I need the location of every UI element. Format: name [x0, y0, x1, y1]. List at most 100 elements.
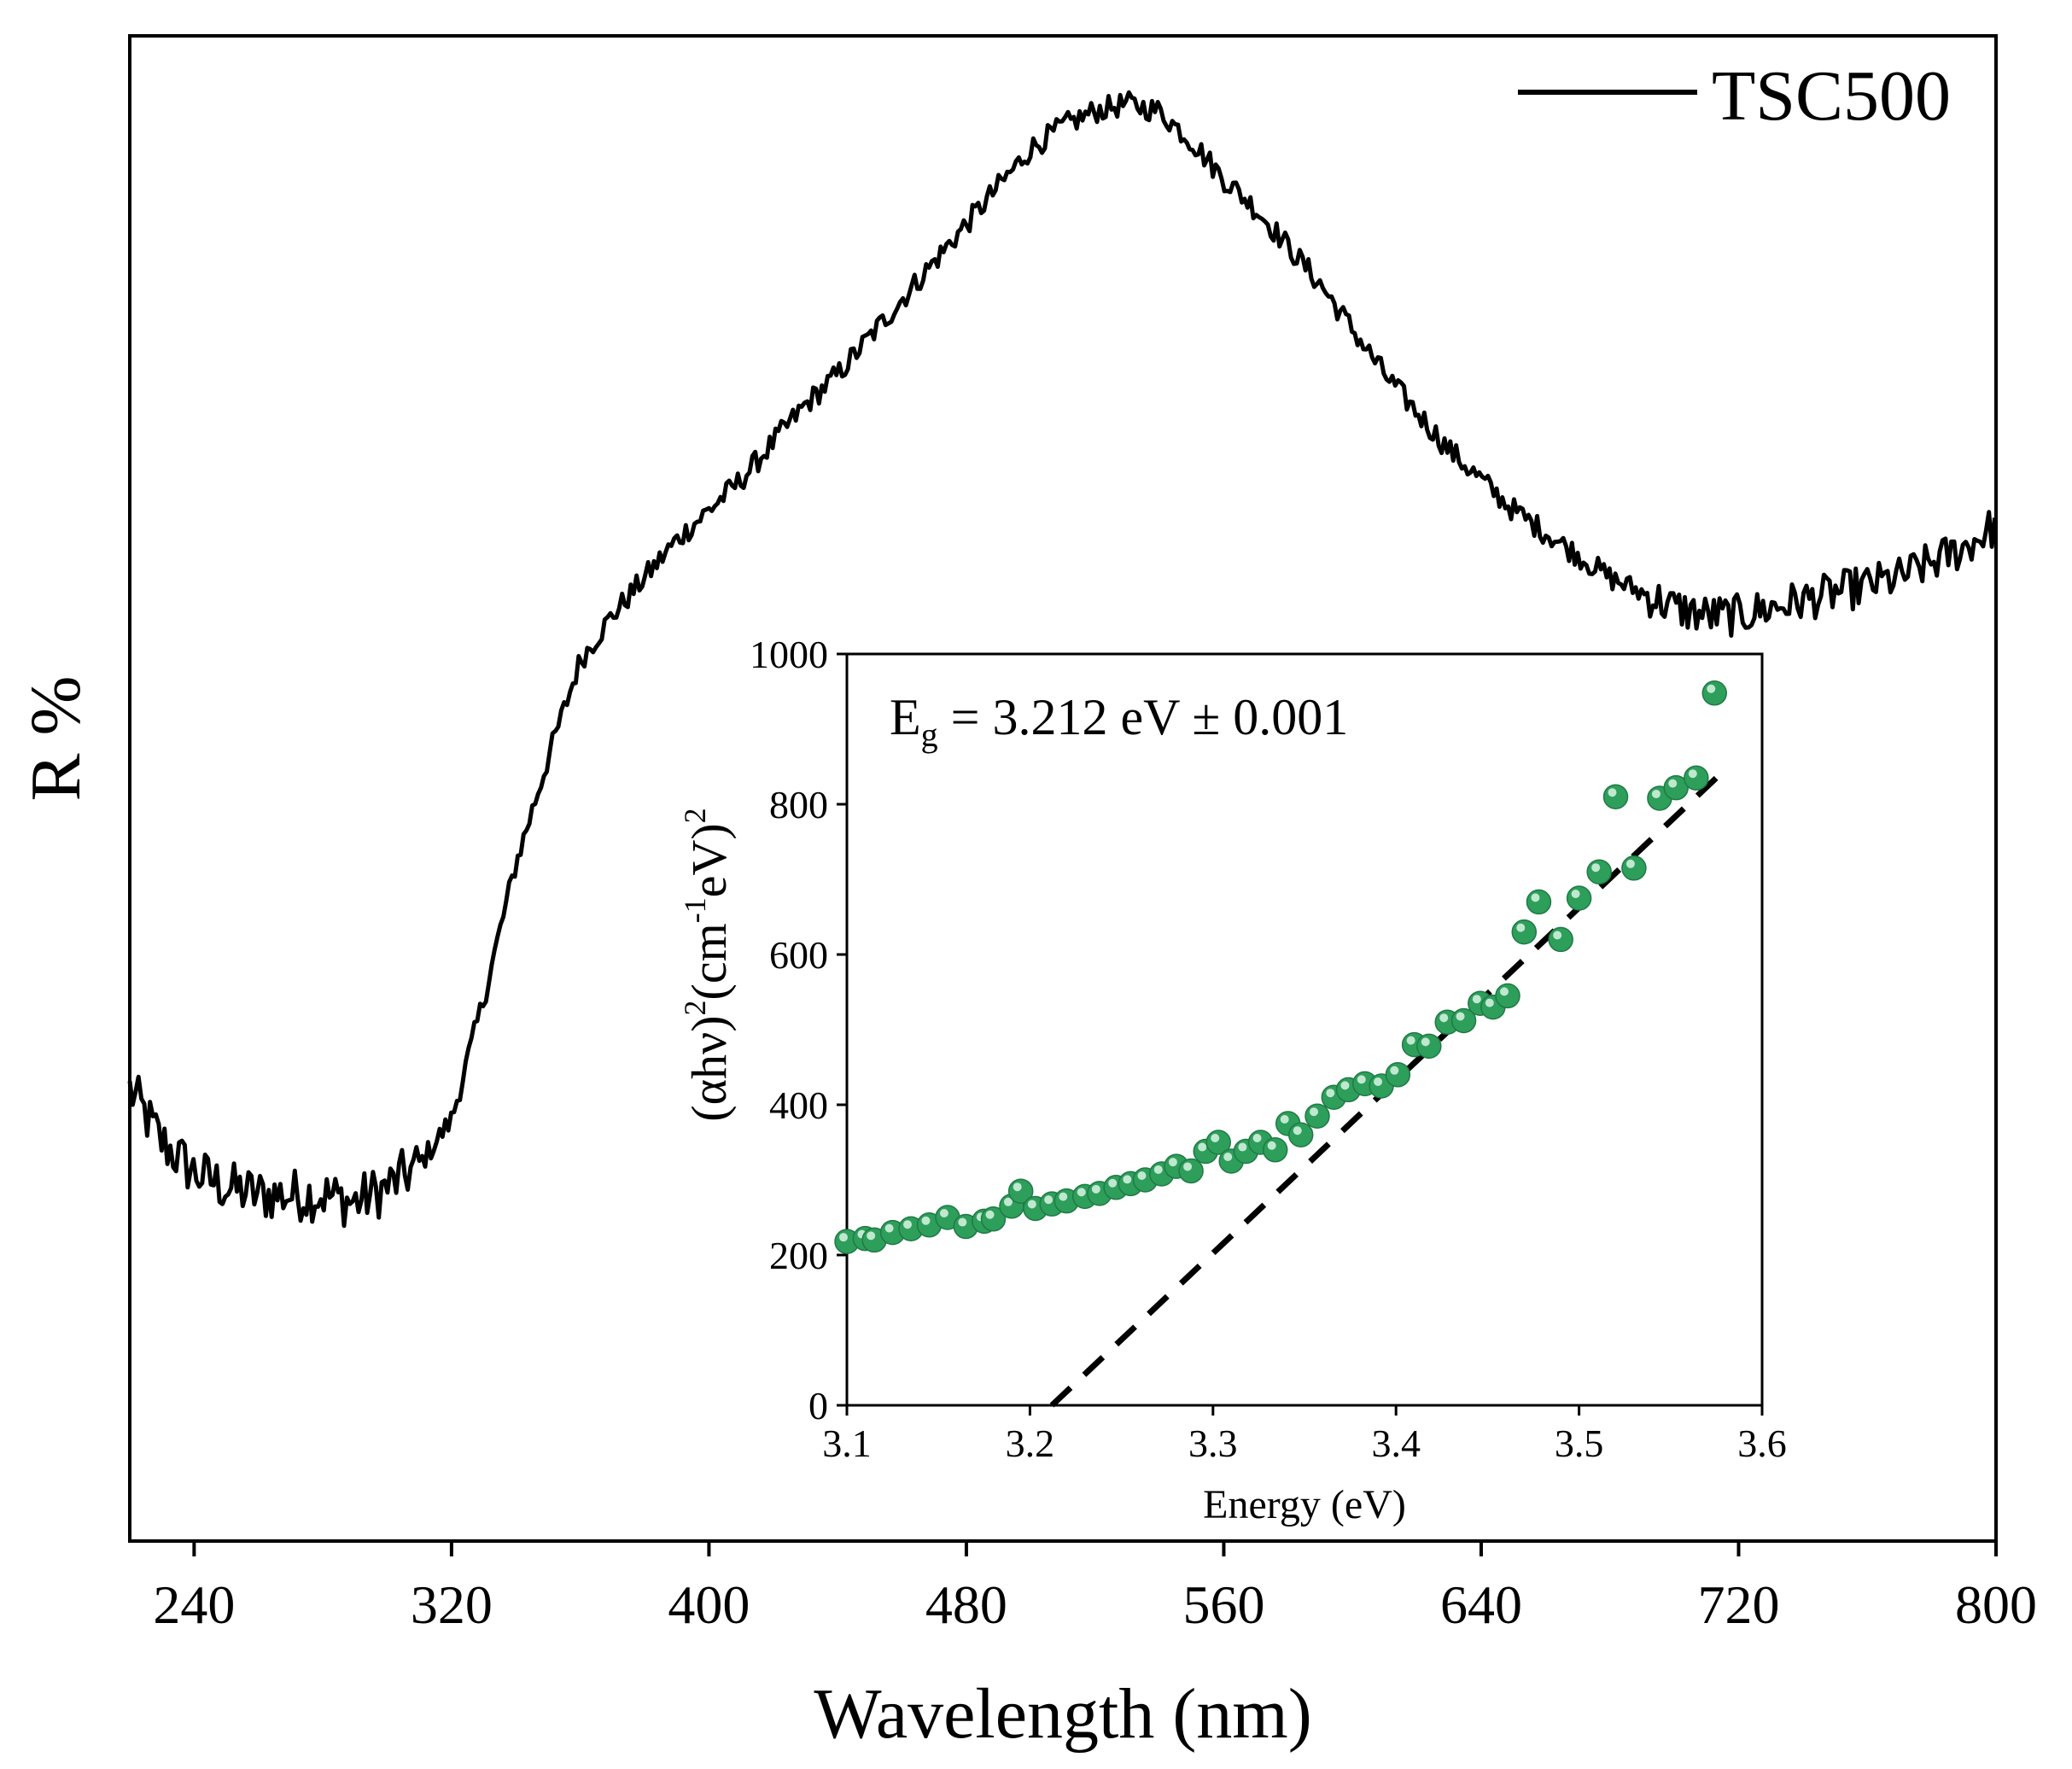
inset-point-30: [1287, 1122, 1314, 1147]
inset-point-45: [1526, 889, 1552, 915]
inset-point-highlight-32: [1326, 1089, 1335, 1098]
inset-point-highlight-25: [1223, 1153, 1233, 1161]
bandgap-annotation-rest: = 3.212 eV ± 0.001: [938, 689, 1349, 745]
inset-y-tick-label-4: 800: [769, 783, 828, 826]
inset-ylabel-b: 2: [678, 1000, 712, 1015]
inset-point-highlight-18: [1123, 1175, 1132, 1184]
inset-point-highlight-42: [1485, 998, 1494, 1007]
inset-point-46: [1548, 926, 1573, 953]
inset-point-highlight-38: [1421, 1037, 1430, 1047]
inset-point-49: [1602, 784, 1629, 809]
inset-ylabel-e: eV): [681, 823, 737, 897]
inset-point-highlight-46: [1553, 931, 1562, 940]
inset-point-28: [1262, 1137, 1288, 1163]
main-x-tick-label-6: 720: [1697, 1574, 1779, 1635]
inset-point-highlight-11: [1013, 1182, 1022, 1192]
inset-ylabel-c: (cm: [681, 923, 737, 1000]
inset-point-54: [1701, 680, 1728, 706]
bandgap-annotation-e: E: [890, 689, 921, 745]
inset-point-highlight-23: [1198, 1142, 1207, 1152]
inset-point-highlight-37: [1406, 1036, 1415, 1045]
inset-point-highlight-12: [1027, 1200, 1036, 1209]
inset-point-highlight-49: [1608, 788, 1617, 797]
inset-point-50: [1621, 855, 1647, 881]
inset-point-53: [1684, 765, 1709, 791]
inset-point-highlight-45: [1531, 893, 1540, 902]
inset-point-highlight-29: [1280, 1115, 1289, 1124]
inset-point-highlight-19: [1137, 1171, 1147, 1180]
inset-point-highlight-0: [839, 1233, 848, 1242]
inset-point-43: [1495, 983, 1520, 1009]
inset-point-highlight-17: [1108, 1178, 1118, 1188]
inset-point-highlight-47: [1571, 890, 1580, 898]
main-x-axis-title: Wavelength (nm): [814, 1674, 1311, 1754]
inset-ylabel-a: (αhν): [681, 1015, 737, 1121]
main-chart: 240 320 400 480 560 640 720 800 Wavelength (nm)…: [16, 34, 2037, 1754]
inset-point-highlight-48: [1591, 863, 1601, 873]
inset-x-tick-label-4: 3.5: [1555, 1422, 1604, 1465]
inset-point-highlight-43: [1499, 987, 1509, 996]
legend-label-tsc500: TSC500: [1712, 56, 1951, 136]
inset-point-highlight-6: [939, 1209, 948, 1217]
main-plot-frame: [128, 34, 1998, 1543]
inset-y-tick-label-3: 600: [769, 933, 828, 977]
inset-y-tick-label-1: 200: [769, 1234, 828, 1277]
inset-point-highlight-2: [867, 1231, 876, 1241]
inset-point-highlight-24: [1211, 1134, 1220, 1142]
inset-point-highlight-21: [1168, 1158, 1177, 1167]
inset-point-44: [1511, 919, 1538, 945]
main-y-axis-title: R %: [16, 676, 96, 802]
inset-x-ticks: 3.1 3.2 3.3 3.4 3.5 3.6: [822, 1405, 1787, 1465]
inset-point-highlight-33: [1340, 1081, 1350, 1090]
inset-x-tick-label-0: 3.1: [822, 1422, 872, 1465]
inset-point-36: [1385, 1062, 1411, 1088]
bandgap-annotation-sub: g: [921, 715, 938, 754]
legend: TSC500: [1518, 56, 1951, 136]
inset-point-47: [1566, 885, 1592, 911]
inset-point-48: [1586, 859, 1612, 884]
inset-point-highlight-44: [1516, 923, 1526, 932]
inset-point-highlight-14: [1059, 1192, 1068, 1201]
inset-point-highlight-13: [1044, 1195, 1054, 1205]
inset-ylabel-d: -1: [678, 897, 712, 923]
inset-point-highlight-10: [1003, 1197, 1013, 1206]
inset-ylabel-f: 2: [678, 808, 712, 823]
inset-point-highlight-41: [1472, 995, 1481, 1004]
inset-point-highlight-28: [1267, 1141, 1276, 1150]
main-x-ticks: 240 320 400 480 560 640 720 800: [153, 1541, 2037, 1635]
inset-point-highlight-39: [1439, 1013, 1449, 1023]
inset-x-tick-label-3: 3.4: [1371, 1422, 1421, 1465]
inset-x-tick-label-5: 3.6: [1737, 1422, 1787, 1465]
inset-point-22: [1178, 1158, 1204, 1184]
inset-point-38: [1416, 1033, 1442, 1060]
main-x-tick-label-0: 240: [153, 1574, 235, 1635]
inset-point-highlight-30: [1293, 1126, 1302, 1136]
inset-x-tick-label-2: 3.3: [1188, 1422, 1238, 1465]
inset-y-tick-label-2: 400: [769, 1083, 828, 1127]
inset-point-highlight-27: [1252, 1134, 1262, 1142]
inset-point-highlight-22: [1183, 1162, 1193, 1171]
bandgap-annotation: Eg = 3.212 eV ± 0.001: [890, 689, 1348, 754]
inset-point-highlight-34: [1357, 1075, 1366, 1084]
inset-y-ticks: 0 200 400 600 800 1000: [750, 633, 847, 1427]
inset-point-highlight-5: [921, 1216, 931, 1225]
inset-point-highlight-52: [1668, 779, 1678, 788]
inset-y-tick-label-0: 0: [808, 1384, 828, 1427]
inset-point-highlight-35: [1374, 1077, 1383, 1086]
main-x-tick-label-5: 640: [1440, 1574, 1522, 1635]
inset-point-highlight-31: [1310, 1107, 1319, 1117]
inset-plot-frame: [845, 652, 1764, 1407]
main-x-tick-label-1: 320: [411, 1574, 493, 1635]
inset-point-highlight-36: [1390, 1065, 1399, 1075]
inset-x-tick-label-1: 3.2: [1006, 1422, 1055, 1465]
main-x-tick-label-7: 800: [1955, 1574, 2037, 1635]
inset-x-axis-title: Energy (eV): [1203, 1482, 1406, 1527]
inset-point-highlight-26: [1238, 1142, 1247, 1152]
inset-point-highlight-7: [958, 1217, 967, 1227]
main-x-tick-label-3: 480: [925, 1574, 1007, 1635]
inset-points: [834, 680, 1728, 1254]
inset-y-axis-title: (αhν)2(cm-1eV)2: [678, 808, 737, 1121]
inset-point-highlight-20: [1153, 1165, 1163, 1174]
inset-point-highlight-40: [1456, 1012, 1465, 1021]
